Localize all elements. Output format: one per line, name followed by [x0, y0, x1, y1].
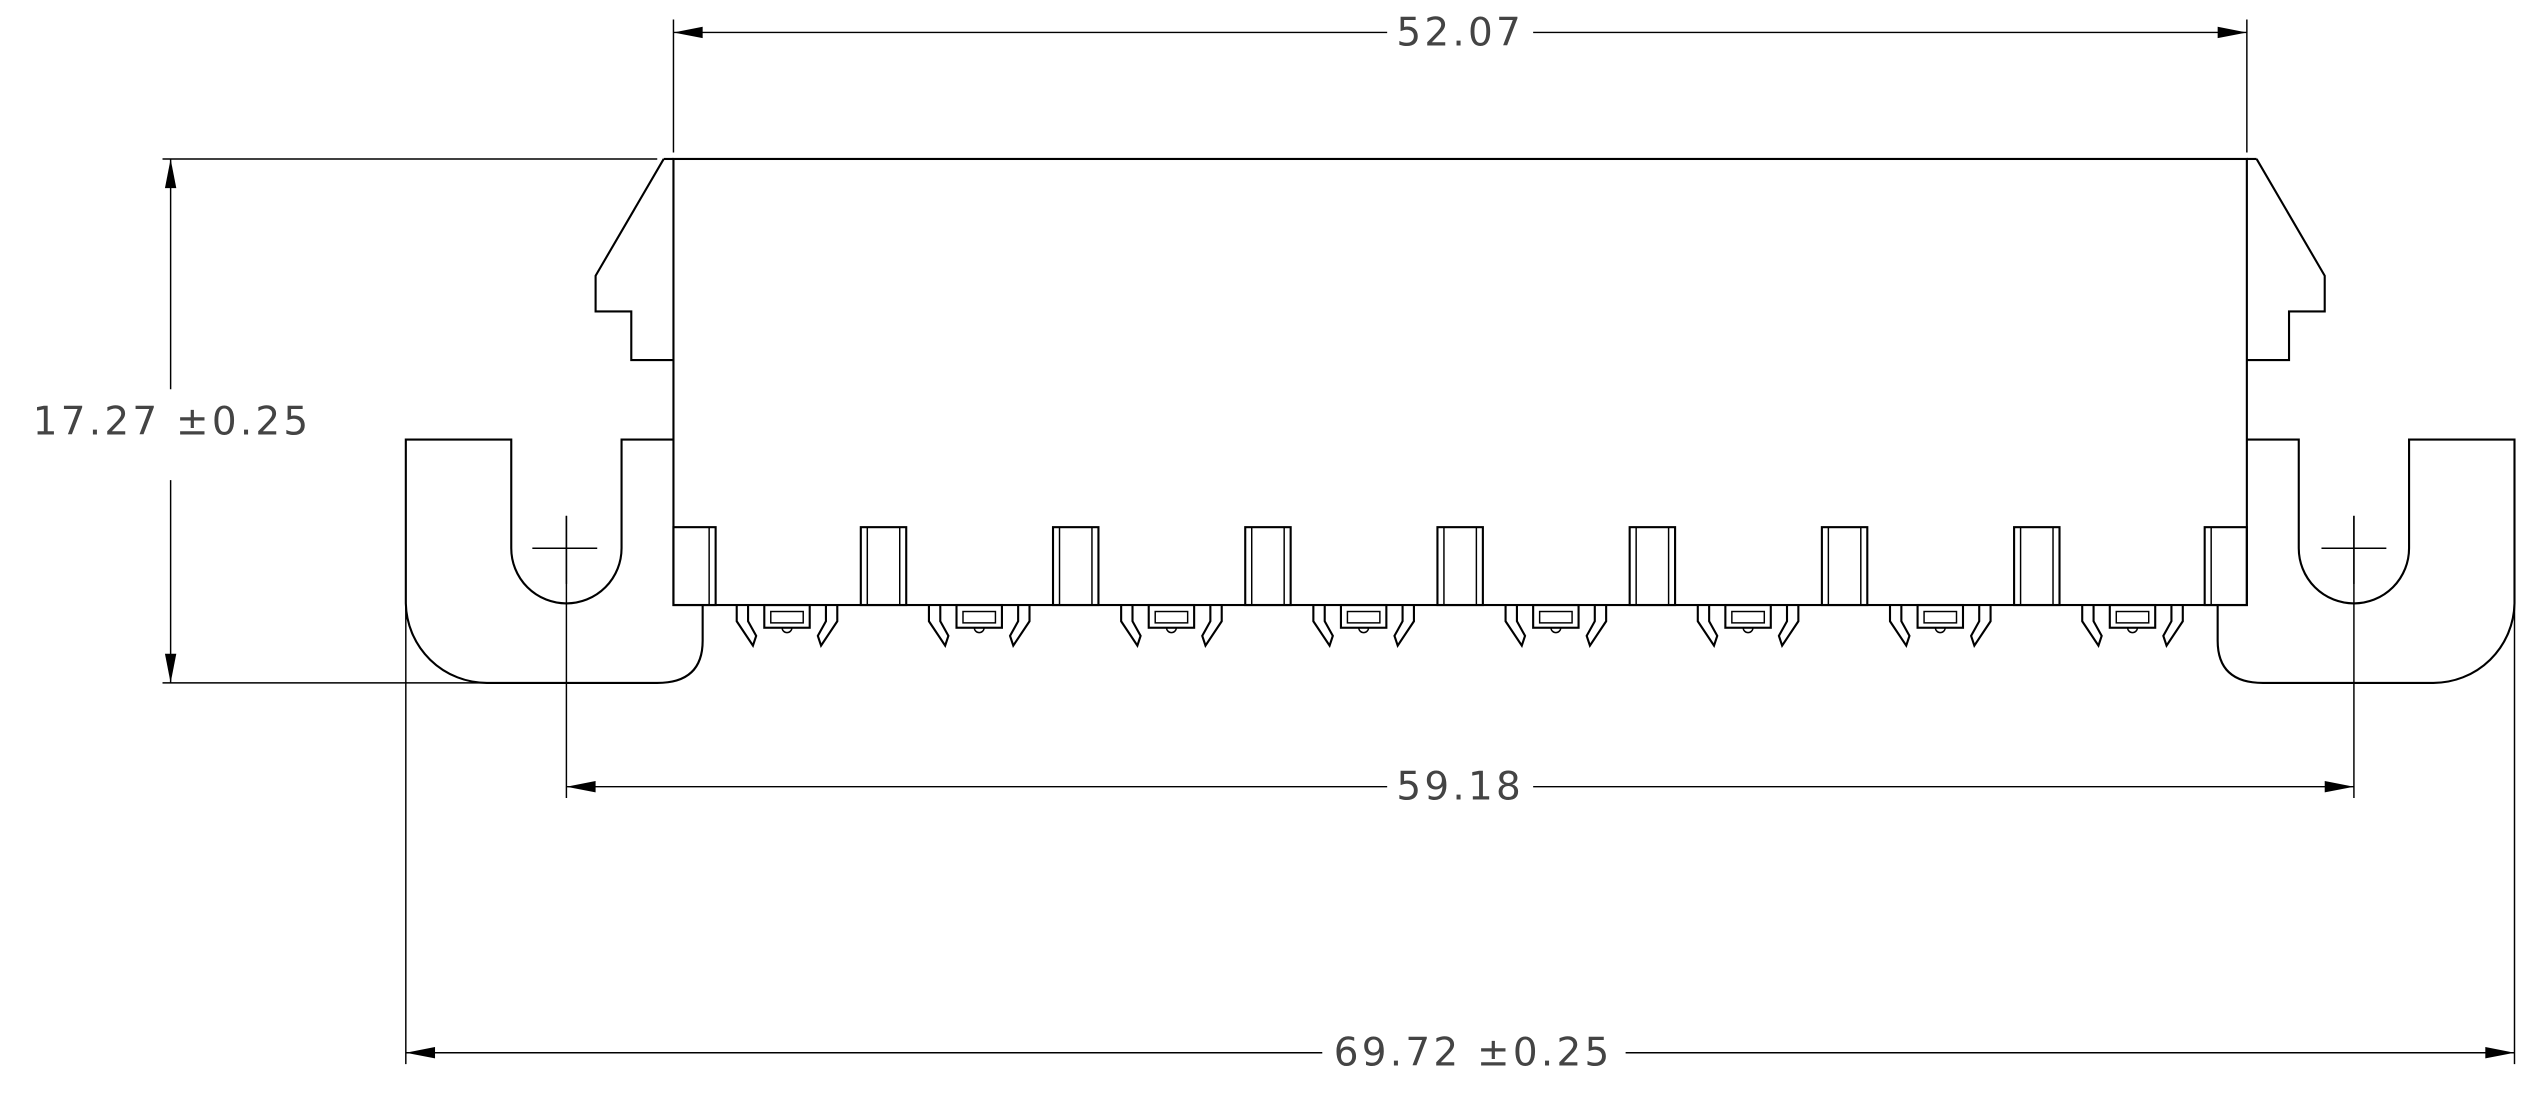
height-label: 17.27 ±0.25: [33, 400, 312, 445]
arrowhead: [2324, 781, 2354, 793]
post: [1436, 526, 1484, 607]
contact: [1504, 603, 1608, 648]
posts-group: [672, 526, 2248, 607]
contact: [927, 603, 1031, 648]
left-latch: [594, 158, 674, 362]
dimension-height: 17.27 ±0.25: [33, 158, 658, 684]
post: [859, 526, 908, 607]
contact: [1312, 603, 1415, 648]
contact: [1888, 603, 1992, 648]
left-mounting-hole-center-mark: [532, 515, 598, 584]
contact: [1120, 603, 1223, 648]
connector-body: [594, 157, 2326, 607]
dimension-top-width: 52.07: [672, 10, 2248, 153]
contacts-group: [735, 603, 2184, 648]
post: [2013, 526, 2061, 607]
arrowhead: [164, 653, 177, 683]
right-mounting-flange: [2216, 438, 2516, 684]
housing-outline: [672, 157, 2248, 607]
post: [1628, 526, 1677, 607]
arrowhead: [673, 26, 703, 39]
end-post: [2203, 526, 2248, 607]
hole-pitch-label: 59.18: [1396, 765, 1524, 810]
right-latch: [2246, 158, 2326, 362]
post: [1051, 526, 1100, 607]
contact: [2081, 603, 2184, 648]
arrowhead: [2217, 26, 2247, 39]
dimension-hole-pitch: 59.18: [565, 515, 2355, 810]
contact: [735, 603, 839, 648]
overall-width-label: 69.72 ±0.25: [1334, 1031, 1613, 1076]
arrowhead: [405, 1047, 436, 1059]
post: [1820, 526, 1869, 607]
end-post: [672, 526, 717, 607]
post: [1244, 526, 1292, 607]
arrowhead: [2485, 1047, 2515, 1059]
contact: [1696, 603, 1800, 648]
arrowhead: [164, 158, 177, 189]
top-width-label: 52.07: [1396, 10, 1524, 55]
dimension-overall-width: 69.72 ±0.25: [405, 603, 2516, 1076]
left-mounting-flange: [404, 438, 704, 684]
arrowhead: [566, 781, 596, 793]
